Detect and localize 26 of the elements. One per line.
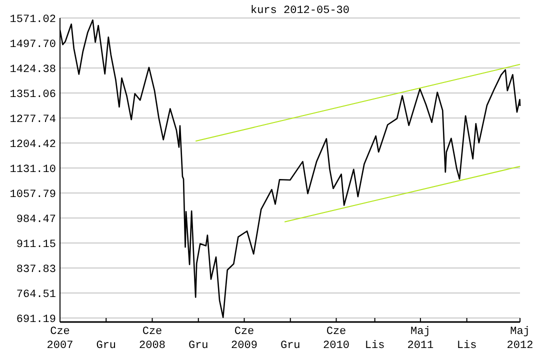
x-tick-label: Gru <box>188 340 208 352</box>
y-tick-label: 764.51 <box>16 289 56 301</box>
y-tick-label: 1571.02 <box>10 14 56 26</box>
x-tick-label: Maj 2011 <box>407 326 434 352</box>
x-tick-label: Cze 2009 <box>231 326 258 352</box>
y-tick-label: 837.83 <box>16 264 56 276</box>
y-tick-label: 691.19 <box>16 314 56 326</box>
x-tick-label: Lis <box>364 340 385 352</box>
x-tick-label: Cze 2010 <box>323 326 350 352</box>
y-tick-label: 1277.74 <box>10 114 56 126</box>
y-tick-label: 1131.10 <box>10 164 56 176</box>
y-tick-label: 911.15 <box>16 239 56 251</box>
line-series <box>60 19 521 318</box>
y-tick-label: 1057.79 <box>10 189 56 201</box>
y-tick-label: 1351.06 <box>10 89 56 101</box>
y-tick-label: 984.47 <box>16 214 56 226</box>
y-tick-label: 1204.42 <box>10 139 56 151</box>
x-tick-label: Maj 2012 <box>506 326 534 352</box>
x-tick-label: Gru <box>280 340 300 352</box>
y-tick-label: 1424.38 <box>10 64 56 76</box>
chart-title: kurs 2012-05-30 <box>250 5 350 17</box>
x-tick-label: Lis <box>456 340 477 352</box>
x-tick-label: Cze 2008 <box>139 326 166 352</box>
x-tick-label: Cze 2007 <box>46 326 74 352</box>
x-tick-label: Gru <box>96 340 116 352</box>
y-tick-label: 1497.70 <box>10 39 56 51</box>
